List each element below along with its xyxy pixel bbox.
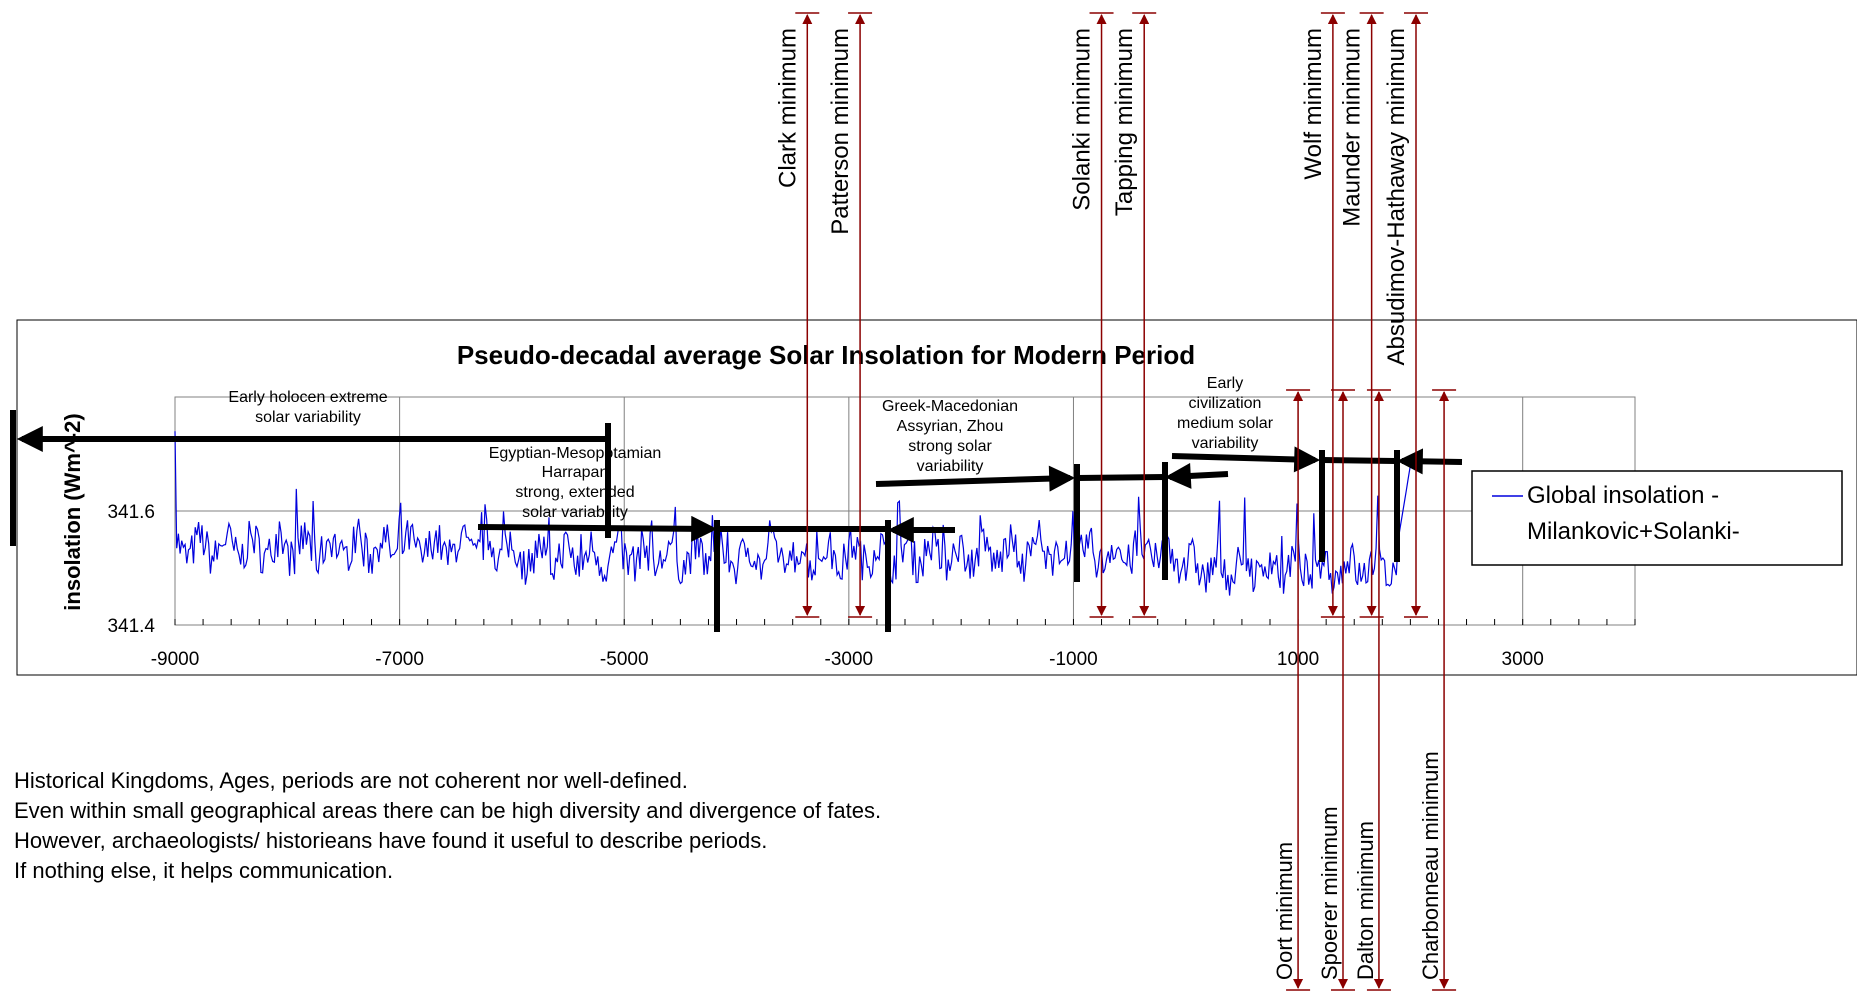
minimum-marker-above: Tapping minimum (1111, 12, 1157, 618)
minimum-marker-above: Absudimov-Hathaway minimum (1383, 12, 1428, 618)
minimum-marker-above: Patterson minimum (827, 12, 873, 618)
y-axis-label: insolation (Wm^-2) (60, 413, 85, 610)
period-arrow-greek-return (1164, 462, 1229, 489)
x-tick-labels: -9000 -7000 -5000 -3000 -1000 1000 3000 (151, 649, 1544, 670)
period-label-egyptian: Egyptian-Mesopotamian Harrapan strong, e… (489, 445, 662, 521)
x-tick-label: -1000 (1049, 649, 1098, 670)
minimum-label: Absudimov-Hathaway minimum (1383, 28, 1410, 365)
legend-box (1471, 470, 1843, 566)
period-arrow-greek (875, 465, 1076, 492)
minimum-marker-above: Wolf minimum (1300, 12, 1345, 618)
chart-title: Pseudo-decadal average Solar Insolation … (457, 340, 1195, 370)
minimum-label: Clark minimum (774, 28, 801, 188)
x-tick-label: -3000 (825, 649, 874, 670)
minimum-label: Patterson minimum (827, 28, 854, 235)
minimum-marker-below: Charbonneau minimum (1418, 389, 1457, 991)
period-label-line: Assyrian, Zhou (897, 418, 1004, 435)
period-label-line: Harrapan (542, 464, 609, 481)
x-tick-label: 3000 (1502, 649, 1544, 670)
minimum-label: Solanki minimum (1069, 28, 1096, 211)
period-label-line: variability (1192, 435, 1259, 452)
insolation-series-line (174, 431, 1413, 596)
x-axis-ticks (174, 619, 1636, 625)
notes-block: Historical Kingdoms, Ages, periods are n… (14, 766, 881, 886)
note-line: However, archaeologists/ historieans hav… (14, 828, 768, 853)
period-arrow-egyptian (477, 515, 718, 542)
note-line: Historical Kingdoms, Ages, periods are n… (14, 768, 688, 793)
legend: Global insolation - Milankovic+Solanki- (1471, 470, 1843, 566)
y-tick-label: 341.6 (107, 502, 155, 523)
period-label-line: Egyptian-Mesopotamian (489, 445, 662, 462)
period-label-line: medium solar (1177, 415, 1274, 432)
period-label-line: solar variability (522, 504, 628, 521)
minimum-marker-below: Spoerer minimum (1317, 389, 1355, 991)
minimum-label: Maunder minimum (1339, 28, 1366, 227)
period-arrow-greek-span (1076, 474, 1166, 481)
solar-minima-markers: Clark minimum Patterson minimum Solanki mi… (774, 12, 1457, 991)
period-label-early-civilization: Early civilization medium solar variabil… (1177, 375, 1274, 452)
legend-label-line: Global insolation - (1527, 482, 1719, 509)
minimum-label: Wolf minimum (1300, 28, 1327, 180)
period-label-greek: Greek-Macedonian Assyrian, Zhou strong s… (882, 398, 1018, 475)
minimum-marker-above: Clark minimum (774, 12, 820, 618)
note-line: Even within small geographical areas the… (14, 798, 882, 823)
note-line: If nothing else, it helps communication. (14, 858, 394, 883)
period-label-line: Early (1207, 375, 1243, 392)
minimum-label: Spoerer minimum (1317, 806, 1342, 980)
y-tick-label: 341.4 (107, 616, 155, 637)
minimum-marker-above: Solanki minimum (1069, 12, 1114, 618)
minimum-marker-below: Dalton minimum (1353, 389, 1391, 991)
period-label-line: civilization (1189, 395, 1262, 412)
x-tick-label: -7000 (375, 649, 424, 670)
minimum-marker-below: Oort minimum (1272, 389, 1311, 991)
period-label-early-holocen: Early holocen extreme solar variability (228, 389, 387, 426)
period-label-line: solar variability (255, 409, 361, 426)
legend-label-line: Milankovic+Solanki- (1527, 518, 1740, 545)
period-arrow-early-civ-return (1396, 448, 1463, 475)
x-tick-label: -9000 (151, 649, 200, 670)
period-arrow-early-civ (1171, 446, 1321, 473)
period-label-line: Greek-Macedonian (882, 398, 1018, 415)
minimum-label: Tapping minimum (1111, 28, 1138, 216)
minimum-marker-above: Maunder minimum (1339, 12, 1384, 618)
period-label-line: strong, extended (515, 484, 634, 501)
x-tick-label: -5000 (600, 649, 649, 670)
period-label-line: strong solar (908, 438, 992, 455)
minimum-label: Dalton minimum (1353, 821, 1378, 980)
y-tick-labels: 341.4 341.6 (107, 502, 155, 637)
minimum-label: Charbonneau minimum (1418, 751, 1443, 980)
period-label-line: Early holocen extreme (228, 389, 387, 406)
period-label-line: variability (917, 458, 984, 475)
minimum-label: Oort minimum (1272, 842, 1297, 980)
